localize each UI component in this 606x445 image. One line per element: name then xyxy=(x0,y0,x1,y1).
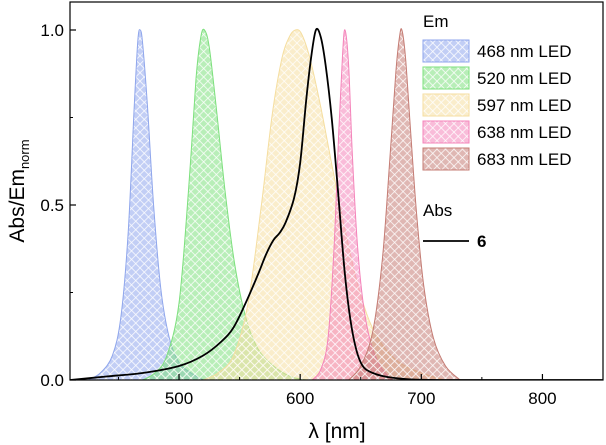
legend-label: 468 nm LED xyxy=(477,42,572,61)
emission-band-638nm xyxy=(311,29,393,380)
y-tick-label: 0.0 xyxy=(40,371,64,390)
x-tick-label: 700 xyxy=(407,389,435,408)
plot-frame xyxy=(69,1,604,381)
x-tick-label: 800 xyxy=(528,389,556,408)
legend-abs-label: 6 xyxy=(477,232,486,251)
legend-label: 520 nm LED xyxy=(477,69,572,88)
y-axis-label-sub: norm xyxy=(17,139,32,169)
emission-band-683nm xyxy=(347,28,461,380)
y-axis-label: Abs/Emnorm xyxy=(6,139,32,242)
x-tick-label: 600 xyxy=(286,389,314,408)
absorption-line-6 xyxy=(70,27,603,380)
legend-swatch xyxy=(422,93,470,117)
legend-label: 638 nm LED xyxy=(477,123,572,142)
x-tick-label: 500 xyxy=(165,389,193,408)
legend-abs-title: Abs xyxy=(423,201,452,220)
legend-swatch xyxy=(422,66,470,90)
legend-label: 683 nm LED xyxy=(477,150,572,169)
legend-em-title: Em xyxy=(423,12,449,31)
y-tick-label: 0.5 xyxy=(40,196,64,215)
legend-swatch xyxy=(422,120,470,144)
legend-label: 597 nm LED xyxy=(477,96,572,115)
legend-swatch xyxy=(422,39,470,63)
legend: Em 468 nm LED 520 nm LED 597 nm LED 638 nm L… xyxy=(422,12,572,251)
legend-swatch xyxy=(422,147,470,171)
y-axis-label-main: Abs/Em xyxy=(6,169,29,243)
x-axis-label: λ [nm] xyxy=(308,420,365,443)
y-tick-label: 1.0 xyxy=(40,21,64,40)
